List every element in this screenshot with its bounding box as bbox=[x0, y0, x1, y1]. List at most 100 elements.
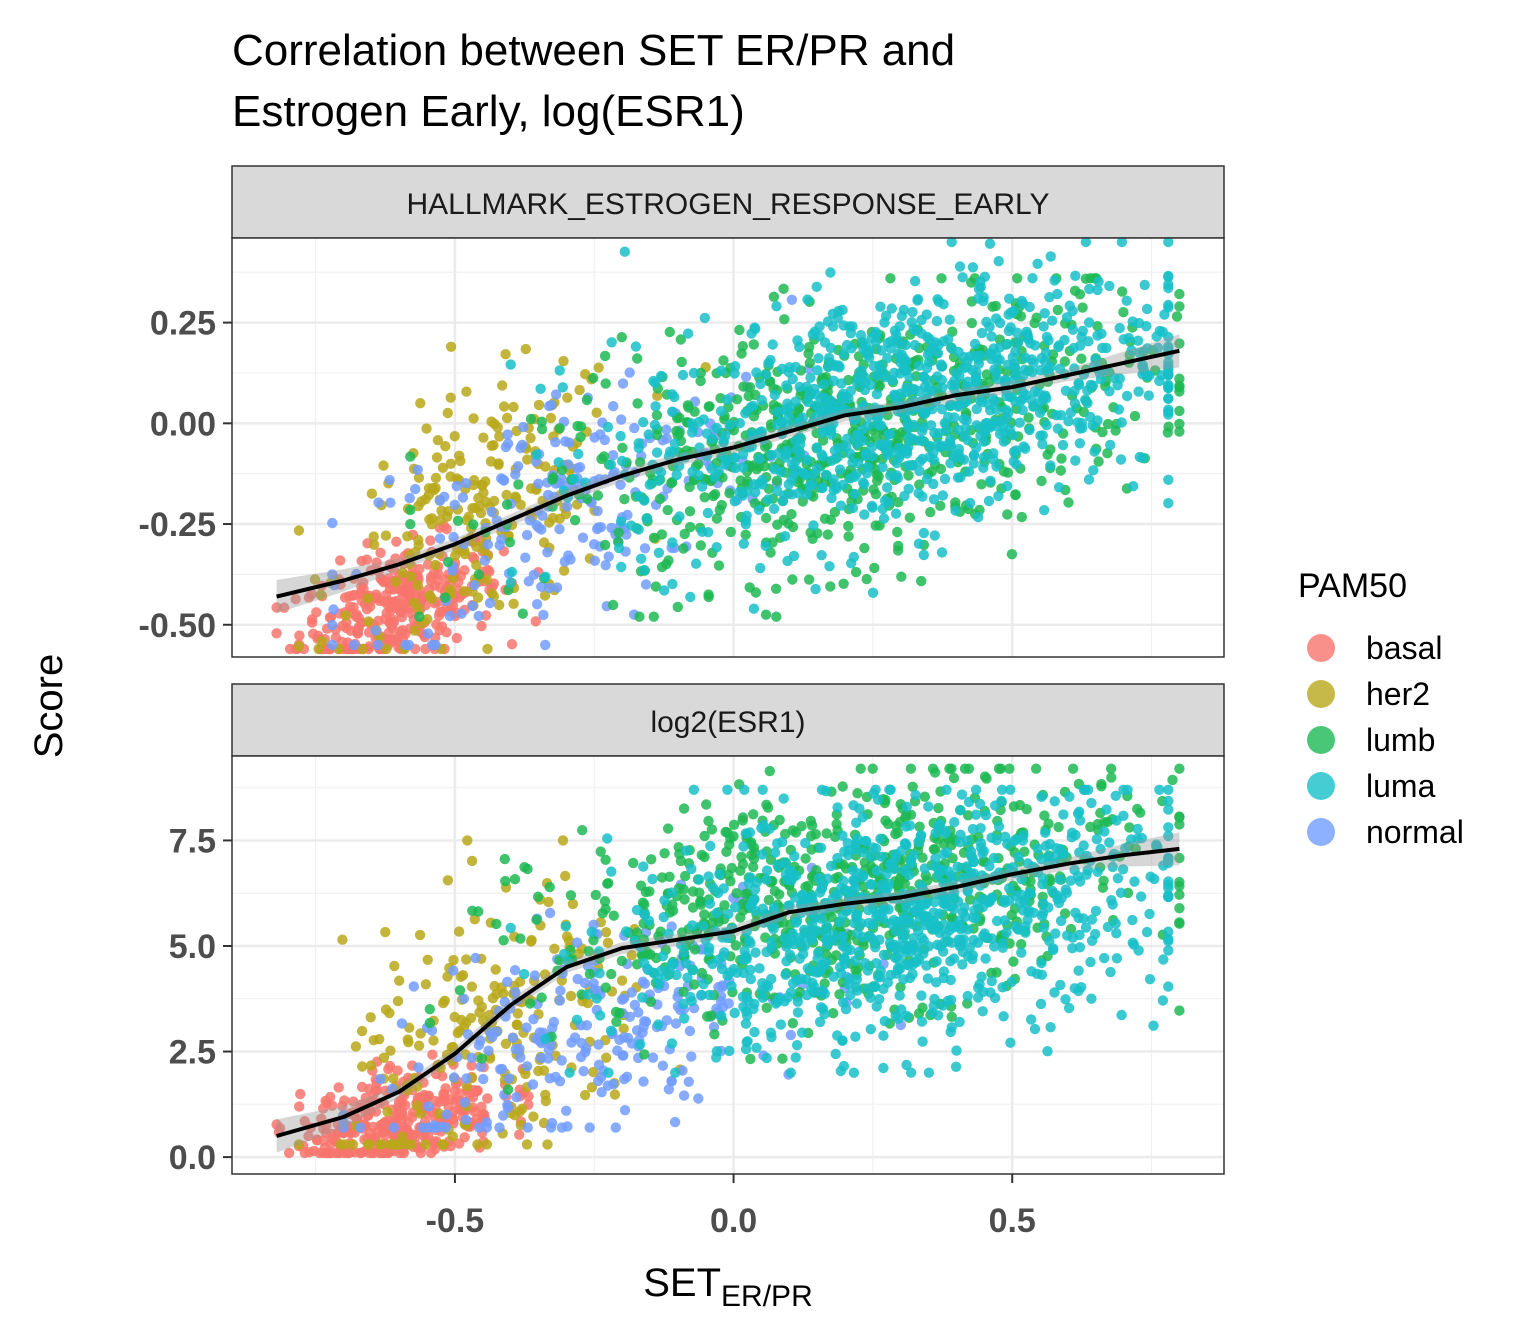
point-luma bbox=[696, 989, 707, 1000]
point-luma bbox=[904, 869, 915, 881]
point-luma bbox=[874, 994, 885, 1005]
point-lumb bbox=[600, 378, 611, 389]
point-lumb bbox=[1096, 778, 1107, 790]
point-normal bbox=[544, 400, 555, 412]
point-luma bbox=[1017, 405, 1028, 416]
point-luma bbox=[807, 329, 818, 340]
point-lumb bbox=[405, 519, 416, 530]
point-luma bbox=[904, 372, 915, 383]
point-luma bbox=[877, 462, 888, 473]
point-luma bbox=[756, 395, 767, 406]
point-luma bbox=[1086, 935, 1098, 946]
point-her2 bbox=[362, 593, 374, 604]
point-luma bbox=[969, 338, 981, 350]
point-luma bbox=[978, 930, 989, 942]
point-luma bbox=[1118, 334, 1129, 345]
point-luma bbox=[606, 337, 617, 348]
point-lumb bbox=[442, 556, 454, 568]
point-luma bbox=[639, 909, 651, 920]
point-luma bbox=[1053, 482, 1065, 493]
point-her2 bbox=[382, 1106, 393, 1117]
point-normal bbox=[639, 978, 651, 989]
point-luma bbox=[1099, 826, 1110, 837]
point-normal bbox=[509, 965, 521, 976]
point-luma bbox=[703, 527, 714, 538]
point-luma bbox=[722, 784, 733, 795]
point-normal bbox=[494, 1122, 505, 1133]
point-her2 bbox=[498, 401, 510, 412]
point-luma bbox=[748, 603, 760, 614]
point-lumb bbox=[1053, 821, 1064, 833]
point-lumb bbox=[703, 815, 714, 827]
point-her2 bbox=[463, 511, 474, 522]
point-luma bbox=[619, 246, 630, 257]
point-luma bbox=[1056, 892, 1067, 904]
point-luma bbox=[865, 992, 876, 1003]
point-luma bbox=[1142, 343, 1153, 354]
point-luma bbox=[818, 379, 829, 390]
point-luma bbox=[843, 393, 854, 404]
point-luma bbox=[1008, 374, 1019, 386]
point-lumb bbox=[548, 472, 559, 483]
point-luma bbox=[1094, 368, 1106, 379]
point-luma bbox=[881, 482, 893, 493]
point-luma bbox=[1074, 815, 1086, 826]
point-luma bbox=[674, 511, 685, 522]
point-lumb bbox=[504, 537, 516, 548]
point-normal bbox=[584, 1122, 595, 1133]
point-her2 bbox=[413, 534, 424, 546]
point-luma bbox=[879, 495, 891, 506]
point-luma bbox=[755, 378, 766, 390]
y-tick-label: 0.25 bbox=[150, 305, 216, 343]
point-normal bbox=[631, 1025, 643, 1036]
strip-label-esr1: log2(ESR1) bbox=[650, 706, 805, 739]
point-her2 bbox=[426, 593, 438, 604]
point-her2 bbox=[468, 413, 479, 424]
point-normal bbox=[355, 1122, 366, 1133]
point-lumb bbox=[1039, 810, 1050, 821]
point-lumb bbox=[676, 356, 687, 368]
point-her2 bbox=[340, 610, 351, 621]
point-luma bbox=[633, 524, 644, 535]
point-luma bbox=[853, 946, 864, 958]
point-lumb bbox=[993, 763, 1005, 774]
point-normal bbox=[496, 1063, 508, 1075]
point-her2 bbox=[514, 1106, 525, 1117]
point-normal bbox=[385, 497, 396, 508]
point-luma bbox=[1141, 926, 1153, 938]
point-normal bbox=[410, 483, 421, 495]
point-lumb bbox=[1010, 489, 1021, 500]
point-her2 bbox=[365, 1012, 376, 1023]
point-luma bbox=[1163, 945, 1174, 956]
point-lumb bbox=[1098, 875, 1109, 886]
point-lumb bbox=[1029, 317, 1040, 329]
point-luma bbox=[1002, 338, 1013, 350]
point-her2 bbox=[525, 936, 537, 947]
point-luma bbox=[718, 437, 729, 448]
point-normal bbox=[507, 1032, 519, 1044]
point-luma bbox=[991, 915, 1003, 927]
point-normal bbox=[470, 952, 481, 964]
point-normal bbox=[496, 534, 507, 545]
point-lumb bbox=[675, 334, 686, 345]
point-luma bbox=[757, 978, 768, 989]
point-her2 bbox=[412, 580, 424, 591]
point-lumb bbox=[735, 912, 746, 923]
point-luma bbox=[837, 304, 848, 316]
point-normal bbox=[444, 610, 456, 622]
point-luma bbox=[977, 1006, 988, 1017]
point-her2 bbox=[482, 643, 493, 655]
point-normal bbox=[487, 1031, 498, 1043]
point-luma bbox=[687, 466, 698, 477]
point-lumb bbox=[1055, 465, 1067, 476]
point-lumb bbox=[600, 854, 611, 865]
point-lumb bbox=[517, 608, 528, 619]
point-luma bbox=[1044, 935, 1055, 947]
point-her2 bbox=[476, 1001, 487, 1012]
point-luma bbox=[637, 992, 648, 1003]
point-luma bbox=[712, 887, 724, 899]
point-luma bbox=[669, 438, 681, 449]
point-lumb bbox=[1002, 509, 1013, 520]
point-her2 bbox=[459, 586, 470, 597]
